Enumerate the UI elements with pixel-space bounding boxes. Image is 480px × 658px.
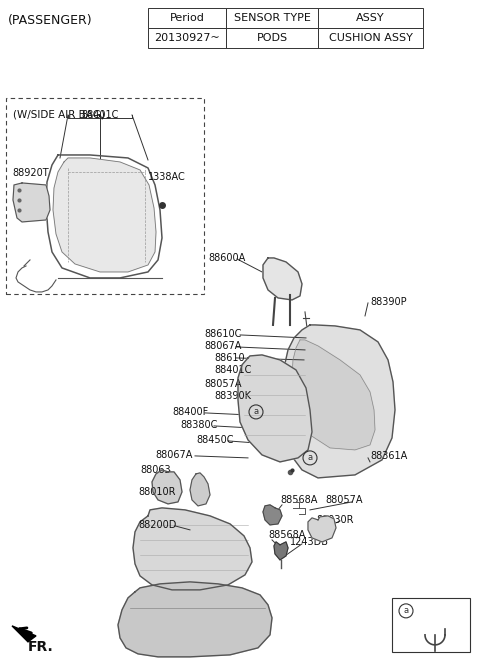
Text: 88610: 88610 xyxy=(214,353,245,363)
Polygon shape xyxy=(133,508,252,590)
Polygon shape xyxy=(308,516,336,542)
Bar xyxy=(226,8,318,28)
Bar xyxy=(148,28,226,48)
Text: 88361A: 88361A xyxy=(370,451,407,461)
Text: 88600A: 88600A xyxy=(208,253,245,263)
Text: CUSHION ASSY: CUSHION ASSY xyxy=(329,33,412,43)
Polygon shape xyxy=(190,473,210,506)
Text: 88401C: 88401C xyxy=(214,365,252,375)
Text: 14915A: 14915A xyxy=(418,604,461,614)
Text: 88057A: 88057A xyxy=(204,379,241,389)
Text: 88030R: 88030R xyxy=(316,515,353,525)
Polygon shape xyxy=(118,582,272,657)
Text: 88063: 88063 xyxy=(140,465,170,475)
Polygon shape xyxy=(263,505,282,525)
Text: 20130927~: 20130927~ xyxy=(154,33,220,43)
Bar xyxy=(318,28,423,48)
Text: 88450C: 88450C xyxy=(196,435,233,445)
Text: 88390K: 88390K xyxy=(214,391,251,401)
Bar xyxy=(226,28,318,48)
Bar xyxy=(148,8,226,28)
Text: 88568A: 88568A xyxy=(268,530,305,540)
Text: 88401C: 88401C xyxy=(81,110,119,120)
Polygon shape xyxy=(238,355,312,462)
Text: FR.: FR. xyxy=(28,640,54,654)
Text: 88010R: 88010R xyxy=(138,487,176,497)
Polygon shape xyxy=(152,470,182,504)
Text: 88057A: 88057A xyxy=(325,495,362,505)
Text: SENSOR TYPE: SENSOR TYPE xyxy=(234,13,311,23)
Bar xyxy=(318,8,423,28)
Text: a: a xyxy=(307,453,312,463)
Text: 88390P: 88390P xyxy=(370,297,407,307)
Polygon shape xyxy=(12,626,36,642)
Text: a: a xyxy=(253,407,259,417)
Text: (W/SIDE AIR BAG): (W/SIDE AIR BAG) xyxy=(13,110,105,120)
Polygon shape xyxy=(263,258,302,300)
Text: Period: Period xyxy=(169,13,204,23)
Text: 1243DB: 1243DB xyxy=(290,537,329,547)
Polygon shape xyxy=(282,325,395,478)
Text: 88920T: 88920T xyxy=(12,168,48,178)
Bar xyxy=(6,98,204,294)
Text: 88380C: 88380C xyxy=(180,420,217,430)
Text: 88400F: 88400F xyxy=(172,407,208,417)
Text: 1338AC: 1338AC xyxy=(148,172,186,182)
Text: a: a xyxy=(403,607,408,615)
Text: ASSY: ASSY xyxy=(356,13,385,23)
Polygon shape xyxy=(292,340,375,450)
Text: 88067A: 88067A xyxy=(155,450,192,460)
Polygon shape xyxy=(274,542,288,560)
Text: PODS: PODS xyxy=(256,33,288,43)
Text: 88200D: 88200D xyxy=(138,520,176,530)
Text: (PASSENGER): (PASSENGER) xyxy=(8,14,93,27)
Text: 88067A: 88067A xyxy=(204,341,241,351)
Bar xyxy=(392,598,470,652)
Polygon shape xyxy=(13,183,50,222)
Text: 88610C: 88610C xyxy=(204,329,241,339)
Text: 88568A: 88568A xyxy=(280,495,317,505)
Polygon shape xyxy=(53,158,156,272)
